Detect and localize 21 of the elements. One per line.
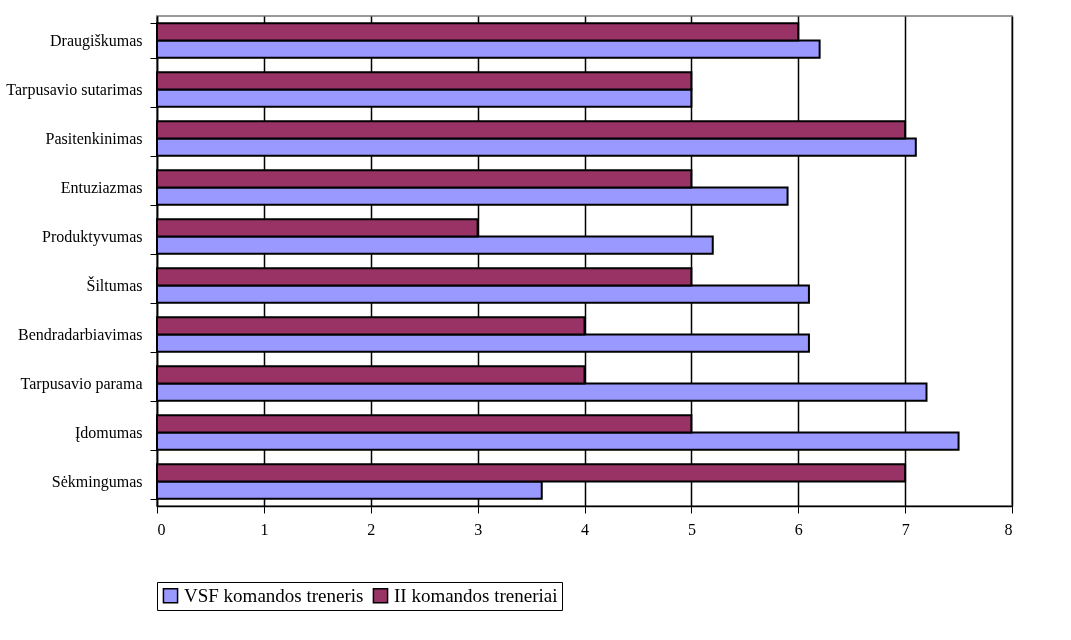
y-tick-label: Įdomumas [74, 424, 143, 442]
x-tick-label: 5 [687, 520, 696, 538]
y-tick-label: Bendradarbiavimas [18, 326, 143, 343]
y-tick-label: Pasitenkinimas [45, 130, 143, 147]
x-tick-label: 1 [260, 520, 269, 538]
y-tick-label: Draugiškumas [50, 32, 143, 50]
legend-label: II komandos treneriai [394, 584, 558, 606]
x-tick-label: 8 [1004, 520, 1013, 538]
x-tick-label: 0 [157, 520, 166, 538]
y-tick-label: Tarpusavio parama [20, 375, 143, 393]
legend-label: VSF komandos treneris [184, 584, 364, 606]
x-tick-label: 3 [474, 520, 483, 538]
y-tick-label: Produktyvumas [42, 228, 143, 246]
y-tick-label: Sėkmingumas [51, 473, 143, 491]
y-tick-label: Tarpusavio sutarimas [6, 81, 143, 99]
x-tick-label: 4 [581, 520, 589, 538]
y-tick-label: Entuziazmas [60, 179, 143, 196]
x-tick-label: 7 [901, 520, 910, 538]
y-tick-label: Šiltumas [86, 276, 143, 294]
x-tick-label: 6 [794, 520, 803, 538]
x-tick-label: 2 [367, 520, 376, 538]
